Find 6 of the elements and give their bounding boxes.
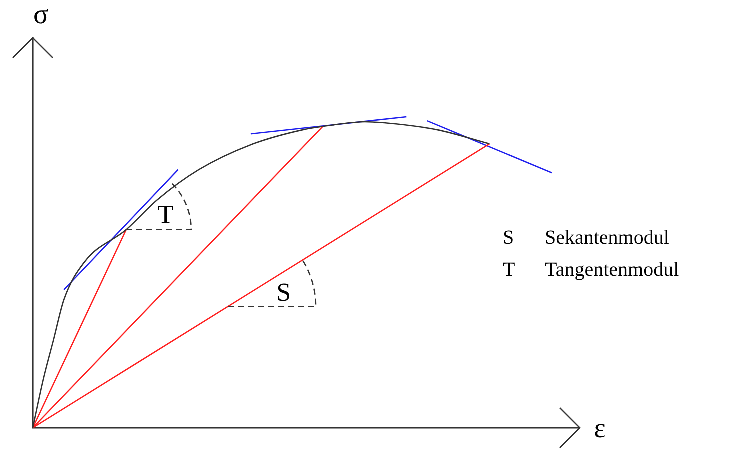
text: S Sekantenmodul (503, 227, 670, 249)
text: T Tangentenmodul (503, 259, 680, 281)
annotation: S (276, 278, 292, 308)
y-axis-title: σ (33, 0, 49, 30)
x-axis-title: ε (594, 413, 606, 444)
annotation: T (158, 200, 174, 230)
